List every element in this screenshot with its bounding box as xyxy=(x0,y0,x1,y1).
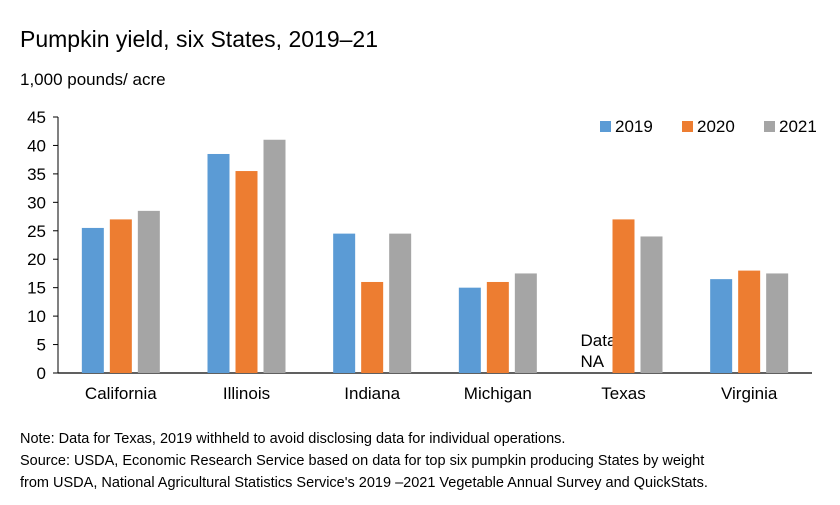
bar-2020 xyxy=(235,171,258,373)
y-tick-label: 40 xyxy=(27,136,46,155)
bar-2021 xyxy=(263,139,286,373)
bar-2021 xyxy=(137,210,160,373)
y-tick-label: 25 xyxy=(27,222,46,241)
y-tick-label: 15 xyxy=(27,279,46,298)
x-tick-label: California xyxy=(85,384,157,403)
legend-swatch-2019 xyxy=(600,121,611,132)
x-tick-label: Texas xyxy=(601,384,645,403)
y-axis-unit-label: 1,000 pounds/ acre xyxy=(20,70,166,89)
source-line-continued: from USDA, National Agricultural Statist… xyxy=(20,475,708,491)
bar-2019 xyxy=(458,287,481,373)
bar-2021 xyxy=(640,236,663,373)
chart-title: Pumpkin yield, six States, 2019–21 xyxy=(20,26,378,52)
data-na-label-line1: Data xyxy=(581,331,617,350)
bar-chart: 0 5 10 15 20 25 30 35 40 45 California Illinois Indi… xyxy=(27,108,817,403)
x-tick-label: Illinois xyxy=(223,384,270,403)
y-tick-label: 5 xyxy=(37,336,46,355)
bar-2019 xyxy=(710,279,733,373)
bar-2021 xyxy=(766,273,789,373)
legend-label: 2021 xyxy=(779,117,817,136)
legend-swatch-2021 xyxy=(764,121,775,132)
note-line: Note: Data for Texas, 2019 withheld to a… xyxy=(20,431,566,447)
bar-2020 xyxy=(738,270,761,373)
bar-2021 xyxy=(514,273,537,373)
bar-2020 xyxy=(361,281,384,373)
bar-2019 xyxy=(81,227,104,373)
source-line: Source: USDA, Economic Research Service … xyxy=(20,453,705,469)
y-tick-label: 0 xyxy=(37,364,46,383)
y-tick-label: 30 xyxy=(27,193,46,212)
data-na-label-line2: NA xyxy=(581,352,605,371)
legend-label: 2020 xyxy=(697,117,735,136)
bar-2019 xyxy=(333,233,356,373)
y-tick-label: 20 xyxy=(27,250,46,269)
y-tick-label: 45 xyxy=(27,108,46,127)
chart-notes: Note: Data for Texas, 2019 withheld to a… xyxy=(20,428,708,494)
bar-2020 xyxy=(109,219,132,373)
bar-2020 xyxy=(612,219,635,373)
x-tick-label: Michigan xyxy=(464,384,532,403)
legend-swatch-2020 xyxy=(682,121,693,132)
legend-label: 2019 xyxy=(615,117,653,136)
bar-2019 xyxy=(207,153,230,373)
y-tick-label: 10 xyxy=(27,307,46,326)
x-tick-label: Indiana xyxy=(344,384,400,403)
bar-2020 xyxy=(486,281,509,373)
bar-2021 xyxy=(389,233,412,373)
y-tick-label: 35 xyxy=(27,165,46,184)
x-tick-label: Virginia xyxy=(721,384,778,403)
